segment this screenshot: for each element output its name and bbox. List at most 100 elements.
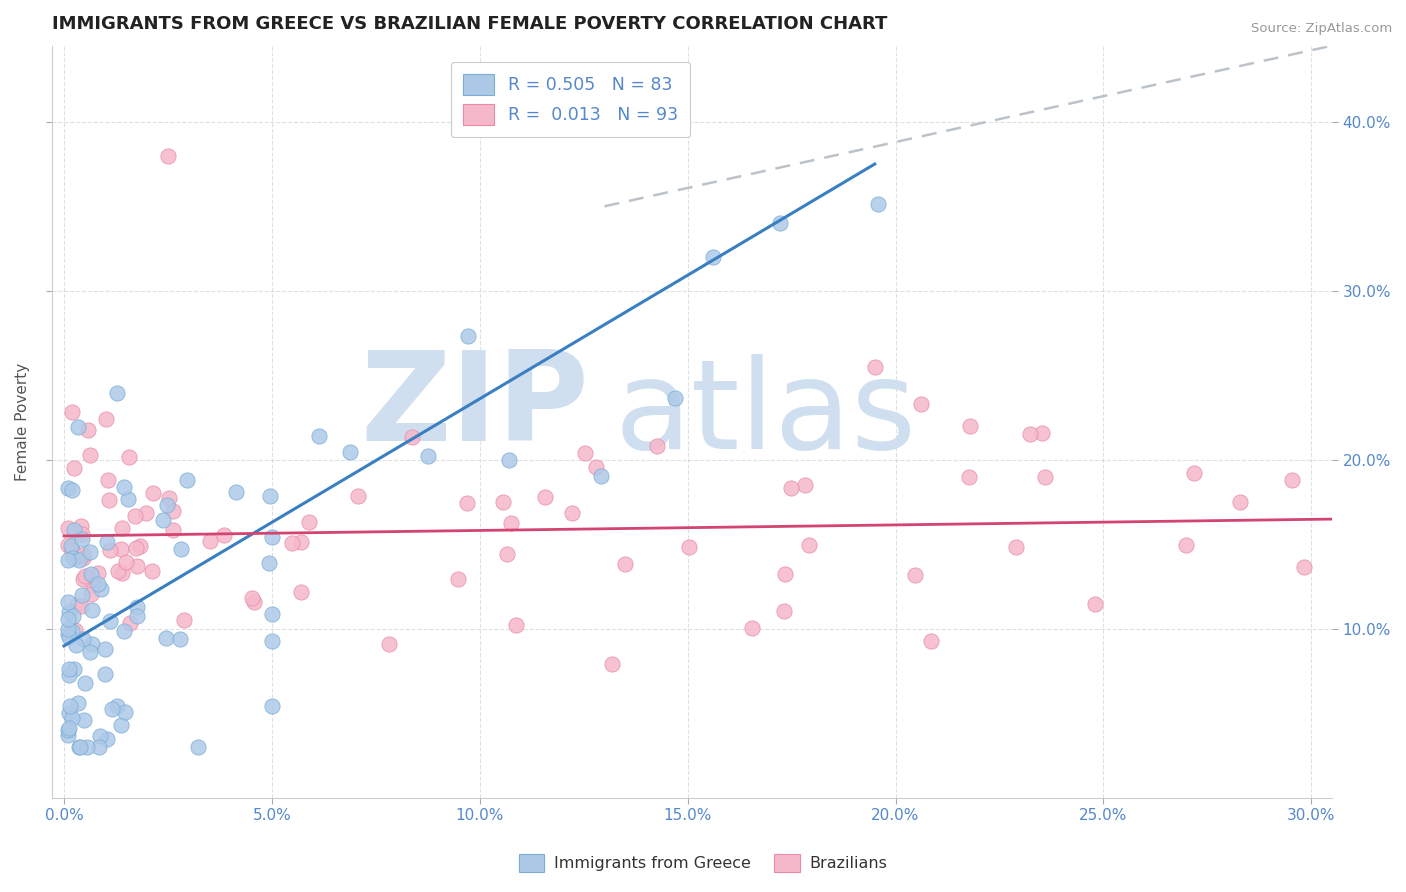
- Point: [866, 196, 889, 211]
- Point: [97, 473, 120, 487]
- Point: [290, 584, 312, 599]
- Point: [678, 540, 700, 554]
- Point: [67, 696, 90, 710]
- Legend: Immigrants from Greece, Brazilians: Immigrants from Greece, Brazilians: [512, 848, 894, 878]
- Point: [1033, 469, 1056, 483]
- Point: [94, 642, 117, 657]
- Point: [63, 663, 86, 677]
- Point: [75, 676, 97, 690]
- Point: [1229, 495, 1251, 509]
- Point: [702, 250, 724, 264]
- Point: [1281, 473, 1303, 487]
- Point: [290, 535, 312, 549]
- Point: [169, 541, 191, 556]
- Point: [957, 470, 980, 484]
- Point: [98, 614, 121, 628]
- Point: [378, 637, 401, 651]
- Point: [169, 632, 191, 647]
- Point: [58, 668, 80, 682]
- Point: [614, 557, 637, 571]
- Point: [505, 617, 527, 632]
- Point: [240, 591, 263, 606]
- Point: [56, 538, 79, 552]
- Point: [260, 530, 283, 544]
- Point: [72, 550, 94, 565]
- Point: [187, 740, 209, 755]
- Point: [96, 412, 118, 426]
- Point: [72, 549, 94, 563]
- Point: [82, 578, 104, 592]
- Point: [98, 543, 121, 558]
- Point: [257, 556, 280, 570]
- Point: [67, 740, 90, 755]
- Point: [457, 328, 479, 343]
- Point: [156, 498, 179, 512]
- Point: [198, 534, 221, 549]
- Point: [98, 492, 121, 507]
- Point: [72, 532, 94, 546]
- Point: [959, 418, 981, 433]
- Point: [90, 582, 112, 597]
- Point: [741, 621, 763, 635]
- Point: [62, 551, 84, 566]
- Point: [110, 541, 132, 556]
- Point: [492, 495, 515, 509]
- Point: [63, 624, 86, 638]
- Point: [82, 637, 104, 651]
- Point: [152, 513, 174, 527]
- Point: [1019, 427, 1042, 442]
- Point: [498, 453, 520, 467]
- Point: [58, 606, 80, 620]
- Point: [79, 545, 101, 559]
- Point: [58, 662, 80, 676]
- Point: [401, 430, 423, 444]
- Point: [281, 535, 304, 549]
- Point: [260, 607, 283, 621]
- Point: [87, 740, 110, 755]
- Point: [1348, 581, 1371, 595]
- Point: [495, 547, 517, 561]
- Point: [76, 740, 98, 755]
- Point: [65, 638, 87, 652]
- Point: [447, 572, 470, 586]
- Point: [863, 359, 886, 374]
- Point: [56, 627, 79, 641]
- Point: [79, 448, 101, 462]
- Point: [69, 599, 91, 614]
- Point: [125, 541, 148, 555]
- Point: [63, 523, 86, 537]
- Point: [125, 558, 148, 573]
- Point: [101, 702, 124, 716]
- Point: [69, 740, 91, 755]
- Point: [156, 148, 179, 162]
- Point: [118, 450, 141, 465]
- Point: [110, 718, 132, 732]
- Point: [63, 461, 86, 475]
- Point: [127, 609, 149, 624]
- Point: [243, 595, 266, 609]
- Point: [112, 624, 135, 639]
- Y-axis label: Female Poverty: Female Poverty: [15, 363, 30, 481]
- Point: [176, 473, 198, 487]
- Point: [79, 645, 101, 659]
- Point: [87, 566, 110, 581]
- Point: [112, 480, 135, 494]
- Point: [799, 538, 821, 552]
- Point: [87, 577, 110, 591]
- Point: [664, 392, 686, 406]
- Point: [589, 469, 612, 483]
- Point: [910, 397, 932, 411]
- Point: [56, 728, 79, 742]
- Point: [769, 216, 792, 230]
- Point: [794, 478, 817, 492]
- Point: [56, 521, 79, 535]
- Point: [111, 521, 134, 535]
- Point: [59, 698, 82, 713]
- Point: [456, 496, 478, 510]
- Point: [157, 491, 180, 505]
- Point: [1175, 538, 1198, 552]
- Point: [73, 569, 96, 583]
- Point: [1182, 466, 1205, 480]
- Point: [60, 624, 83, 639]
- Point: [105, 385, 128, 400]
